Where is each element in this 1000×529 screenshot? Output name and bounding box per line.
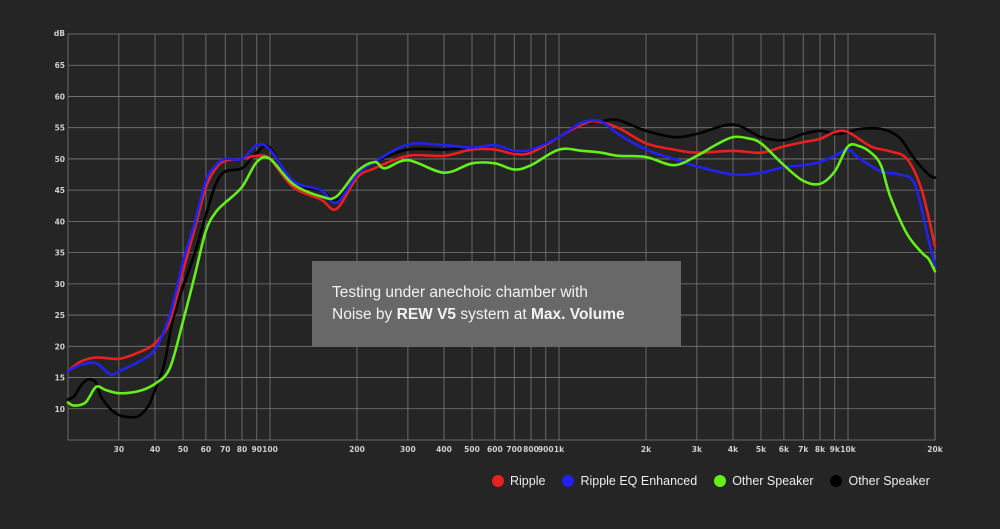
x-tick-label: 10k [840,445,856,454]
x-tick-label: 90 [252,445,262,454]
legend-label-other-speaker-black: Other Speaker [848,474,930,488]
x-tick-label: 80 [237,445,247,454]
y-tick-label: 55 [55,124,65,133]
y-tick-label: 35 [55,249,65,258]
x-tick-label: 5k [756,445,767,454]
annotation-line-2: Noise by REW V5 system at Max. Volume [332,304,681,326]
y-tick-label: 60 [55,92,65,101]
annotation-text-b: system at [456,306,531,323]
legend-swatch-other-speaker-green [714,475,727,487]
y-tick-label: 10 [55,405,65,414]
x-tick-label: 700 [506,445,522,454]
x-tick-label: 30 [114,445,124,454]
x-tick-label: 1k [554,445,565,454]
x-tick-label: 2k [641,445,652,454]
plot-frame [67,33,936,441]
test-conditions-annotation: Testing under anechoic chamber with Nois… [312,261,681,347]
legend-item-other-speaker-black: Other Speaker [830,474,930,488]
x-tick-label: 900 [538,445,554,454]
chart-ticks: 10 15 20 25 30 35 40 45 50 55 60 65 dB 30 40 50 60 70 80 90… [54,29,944,454]
y-tick-label: 30 [55,280,65,289]
y-tick-label: 65 [55,61,65,70]
legend-swatch-other-speaker-black [830,475,843,487]
legend-swatch-ripple [492,475,504,487]
y-tick-label: 15 [55,374,65,383]
x-tick-label: 800 [523,445,539,454]
y-axis-unit: dB [54,29,65,38]
annotation-emphasis-rew: REW V5 [396,306,457,323]
y-tick-label: 45 [55,186,65,195]
x-tick-label: 400 [436,445,452,454]
chart-legend: Ripple Ripple EQ Enhanced Other Speaker … [492,471,930,491]
x-tick-label: 7k [798,445,809,454]
chart-series [66,118,937,419]
x-tick-label: 9k [830,445,841,454]
x-tick-label: 300 [400,445,416,454]
x-tick-label: 60 [201,445,211,454]
x-tick-label: 20k [927,445,943,454]
y-tick-label: 50 [55,155,65,164]
x-tick-label: 40 [150,445,160,454]
annotation-text-a: Noise by [332,306,397,323]
legend-label-other-speaker-green: Other Speaker [732,474,814,488]
y-tick-label: 25 [55,311,65,320]
series-line-ripple-eq [66,119,937,377]
legend-swatch-ripple-eq [562,475,575,487]
y-tick-label: 20 [55,342,65,351]
x-tick-label: 500 [464,445,480,454]
x-tick-label: 50 [178,445,188,454]
legend-item-ripple-eq: Ripple EQ Enhanced [562,474,697,488]
x-tick-label: 4k [728,445,739,454]
x-tick-label: 3k [692,445,703,454]
chart-grid [67,33,936,441]
legend-label-ripple: Ripple [510,474,546,488]
annotation-line-1: Testing under anechoic chamber with [332,284,588,301]
legend-label-ripple-eq: Ripple EQ Enhanced [580,474,698,488]
series-line-other-speaker-green [66,135,937,407]
x-tick-label: 200 [349,445,365,454]
y-tick-label: 40 [55,217,65,226]
annotation-emphasis-volume: Max. Volume [531,306,625,323]
legend-item-ripple: Ripple [492,474,545,488]
x-tick-label: 70 [220,445,230,454]
x-tick-label: 6k [779,445,790,454]
x-tick-label: 600 [487,445,503,454]
x-tick-label: 8k [815,445,826,454]
series-line-ripple [66,119,937,373]
x-tick-label: 100 [262,445,278,454]
legend-item-other-speaker-green: Other Speaker [714,474,813,488]
